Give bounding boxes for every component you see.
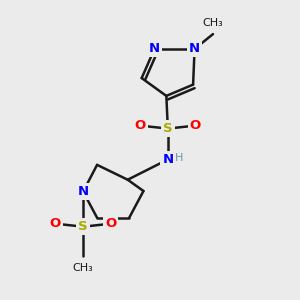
Text: S: S: [78, 220, 88, 233]
Text: CH₃: CH₃: [73, 263, 94, 273]
Text: O: O: [105, 217, 116, 230]
Text: CH₃: CH₃: [202, 17, 224, 28]
Text: N: N: [162, 153, 173, 166]
Text: O: O: [190, 119, 201, 132]
Text: O: O: [50, 217, 61, 230]
Text: N: N: [149, 42, 160, 56]
Text: N: N: [78, 185, 89, 198]
Text: N: N: [189, 42, 200, 56]
Text: O: O: [135, 119, 146, 132]
Text: H: H: [175, 153, 183, 163]
Text: S: S: [163, 122, 172, 135]
